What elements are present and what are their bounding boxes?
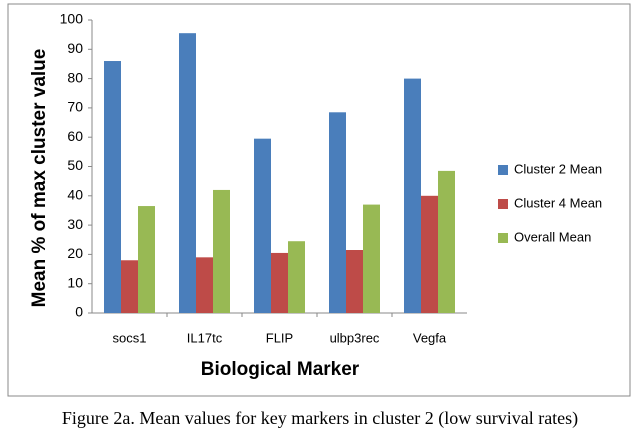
- y-tick-label: 40: [67, 187, 83, 203]
- legend-swatch: [498, 199, 508, 209]
- caption: Figure 2a. Mean values for key markers i…: [62, 408, 578, 429]
- bar: [254, 138, 271, 313]
- x-tick-label: socs1: [113, 330, 147, 345]
- legend-swatch: [498, 233, 508, 243]
- bar: [404, 78, 421, 313]
- bar: [363, 204, 380, 313]
- legend-label: Overall Mean: [514, 229, 591, 244]
- bar: [179, 33, 196, 314]
- bar: [138, 206, 155, 313]
- legend-label: Cluster 2 Mean: [514, 161, 602, 176]
- bar: [438, 170, 455, 313]
- x-tick-label: IL17tc: [187, 330, 223, 345]
- y-tick-label: 30: [67, 216, 83, 232]
- bar: [271, 252, 288, 313]
- x-tick-label: Vegfa: [413, 330, 447, 345]
- x-tick-label: ulbp3rec: [330, 330, 380, 345]
- bar: [288, 241, 305, 313]
- bar: [196, 257, 213, 313]
- y-axis-title: Mean % of max cluster value: [29, 49, 50, 308]
- y-tick-label: 80: [67, 69, 83, 85]
- y-tick-label: 100: [60, 11, 84, 27]
- y-tick-label: 0: [75, 304, 83, 320]
- y-tick-label: 90: [67, 40, 83, 56]
- x-tick-label: FLIP: [266, 330, 293, 345]
- bar: [104, 61, 121, 313]
- bar: [329, 112, 346, 313]
- bar: [346, 250, 363, 313]
- bar: [121, 260, 138, 313]
- y-tick-label: 70: [67, 99, 83, 115]
- legend-label: Cluster 4 Mean: [514, 195, 602, 210]
- y-tick-label: 10: [67, 274, 83, 290]
- legend-swatch: [498, 165, 508, 175]
- y-tick-label: 50: [67, 157, 83, 173]
- bar: [421, 195, 438, 313]
- y-tick-label: 20: [67, 245, 83, 261]
- bar: [213, 189, 230, 313]
- x-axis-title: Biological Marker: [201, 359, 360, 380]
- y-tick-label: 60: [67, 128, 83, 144]
